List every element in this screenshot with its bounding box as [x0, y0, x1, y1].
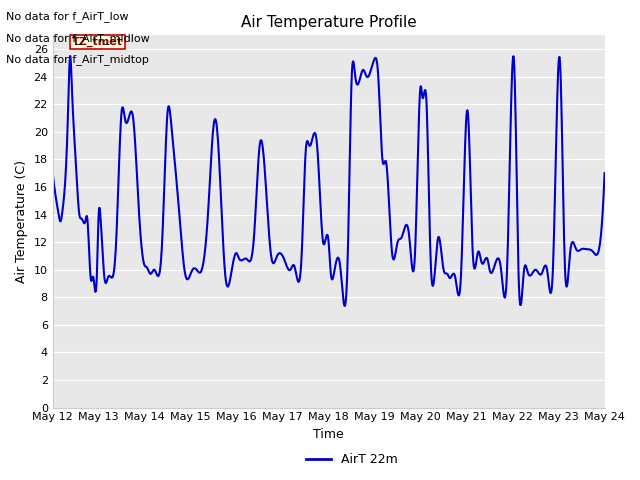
- Text: No data for f_AirT_midtop: No data for f_AirT_midtop: [6, 54, 149, 65]
- X-axis label: Time: Time: [313, 428, 344, 441]
- Text: TZ_tmet: TZ_tmet: [72, 37, 123, 47]
- Title: Air Temperature Profile: Air Temperature Profile: [241, 15, 417, 30]
- Y-axis label: Air Temperature (C): Air Temperature (C): [15, 160, 28, 283]
- Legend: AirT 22m: AirT 22m: [301, 448, 403, 471]
- Text: No data for f_AirT_midlow: No data for f_AirT_midlow: [6, 33, 150, 44]
- Text: No data for f_AirT_low: No data for f_AirT_low: [6, 11, 129, 22]
